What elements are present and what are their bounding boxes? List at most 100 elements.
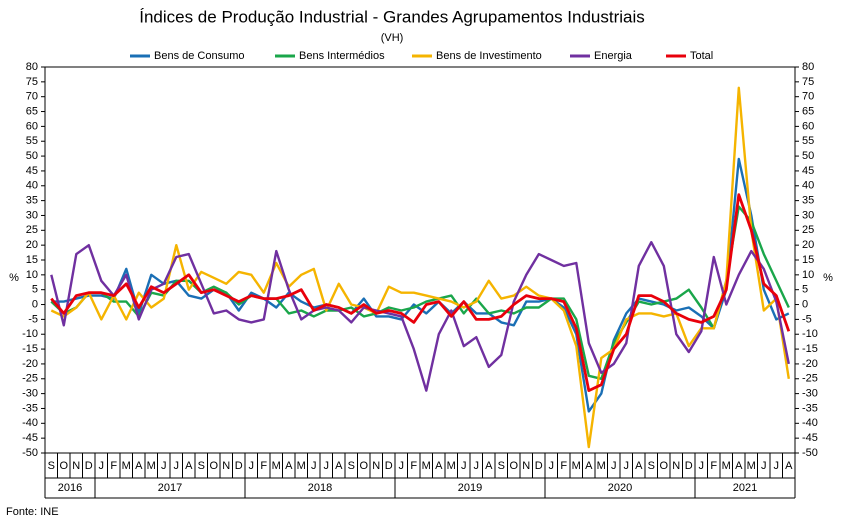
y2-tick-label: -10 bbox=[802, 328, 818, 340]
x-tick-label: M bbox=[422, 460, 431, 472]
legend-label: Bens de Investimento bbox=[436, 50, 542, 62]
x-tick-label: J bbox=[474, 460, 480, 472]
series-line bbox=[50, 205, 790, 380]
y2-tick-label: 30 bbox=[802, 209, 814, 221]
y2-tick-label: -45 bbox=[802, 432, 818, 444]
x-tick-label: D bbox=[85, 460, 93, 472]
x-tick-label: O bbox=[509, 460, 518, 472]
y-tick-label: -30 bbox=[22, 388, 38, 400]
x-tick-label: M bbox=[722, 460, 731, 472]
x-tick-label: J bbox=[399, 460, 405, 472]
year-label: 2018 bbox=[308, 482, 332, 494]
legend-label: Energia bbox=[594, 50, 633, 62]
x-tick-label: M bbox=[122, 460, 131, 472]
y2-axis-label: % bbox=[823, 272, 833, 284]
y-tick-label: -45 bbox=[22, 432, 38, 444]
y2-tick-label: -25 bbox=[802, 373, 818, 385]
x-tick-label: J bbox=[699, 460, 705, 472]
x-tick-label: S bbox=[198, 460, 205, 472]
x-tick-label: J bbox=[249, 460, 255, 472]
x-tick-label: A bbox=[735, 460, 743, 472]
y-tick-label: 40 bbox=[26, 180, 38, 192]
x-tick-label: A bbox=[635, 460, 643, 472]
y-tick-label: -35 bbox=[22, 402, 38, 414]
y2-tick-label: 60 bbox=[802, 120, 814, 132]
y2-tick-label: 45 bbox=[802, 165, 814, 177]
x-tick-label: A bbox=[585, 460, 593, 472]
y2-tick-label: 75 bbox=[802, 76, 814, 88]
x-tick-label: J bbox=[461, 460, 467, 472]
y-tick-label: 0 bbox=[32, 298, 38, 310]
y-tick-label: 15 bbox=[26, 254, 38, 266]
x-tick-label: N bbox=[672, 460, 680, 472]
x-tick-label: J bbox=[774, 460, 780, 472]
x-tick-label: M bbox=[272, 460, 281, 472]
x-tick-label: S bbox=[48, 460, 55, 472]
series-line bbox=[51, 157, 790, 413]
x-tick-label: S bbox=[648, 460, 655, 472]
x-tick-label: A bbox=[135, 460, 143, 472]
y-tick-label: 60 bbox=[26, 120, 38, 132]
legend-label: Bens de Consumo bbox=[154, 50, 245, 62]
y2-tick-label: 5 bbox=[802, 284, 808, 296]
y-tick-label: 45 bbox=[26, 165, 38, 177]
x-tick-label: A bbox=[435, 460, 443, 472]
year-label: 2017 bbox=[158, 482, 182, 494]
y-tick-label: -50 bbox=[22, 447, 38, 459]
x-tick-label: J bbox=[161, 460, 167, 472]
x-tick-label: M bbox=[747, 460, 756, 472]
year-label: 2019 bbox=[458, 482, 482, 494]
y2-tick-label: 65 bbox=[802, 105, 814, 117]
y-tick-label: 75 bbox=[26, 76, 38, 88]
legend-label: Total bbox=[690, 50, 713, 62]
x-tick-label: J bbox=[324, 460, 330, 472]
y-tick-label: 20 bbox=[26, 239, 38, 251]
x-tick-label: A bbox=[335, 460, 343, 472]
x-tick-label: F bbox=[710, 460, 717, 472]
y2-tick-label: -35 bbox=[802, 402, 818, 414]
chart-title: Índices de Produção Industrial - Grandes… bbox=[139, 7, 645, 26]
x-tick-label: M bbox=[597, 460, 606, 472]
x-tick-label: J bbox=[549, 460, 555, 472]
series-line bbox=[50, 86, 790, 449]
year-label: 2020 bbox=[608, 482, 632, 494]
series-line bbox=[50, 193, 791, 392]
y-tick-label: 80 bbox=[26, 61, 38, 73]
y2-tick-label: 50 bbox=[802, 150, 814, 162]
y2-tick-label: -5 bbox=[802, 313, 812, 325]
x-tick-label: N bbox=[72, 460, 80, 472]
x-tick-label: N bbox=[372, 460, 380, 472]
x-tick-label: A bbox=[485, 460, 493, 472]
source-note: Fonte: INE bbox=[6, 506, 59, 518]
y2-tick-label: -30 bbox=[802, 388, 818, 400]
chart-subtitle: (VH) bbox=[381, 32, 404, 44]
y2-tick-label: -40 bbox=[802, 417, 818, 429]
y-tick-label: 65 bbox=[26, 105, 38, 117]
legend-label: Bens Intermédios bbox=[299, 50, 385, 62]
y-tick-label: -25 bbox=[22, 373, 38, 385]
x-tick-label: J bbox=[99, 460, 105, 472]
x-tick-label: D bbox=[535, 460, 543, 472]
x-tick-label: J bbox=[311, 460, 317, 472]
x-tick-label: M bbox=[147, 460, 156, 472]
series-line bbox=[50, 241, 790, 392]
x-tick-label: J bbox=[761, 460, 767, 472]
x-tick-label: O bbox=[59, 460, 68, 472]
x-tick-label: O bbox=[659, 460, 668, 472]
x-tick-label: J bbox=[611, 460, 617, 472]
x-tick-label: M bbox=[447, 460, 456, 472]
y-tick-label: 25 bbox=[26, 224, 38, 236]
x-tick-label: M bbox=[297, 460, 306, 472]
y-tick-label: 55 bbox=[26, 135, 38, 147]
x-tick-label: N bbox=[522, 460, 530, 472]
y2-tick-label: 35 bbox=[802, 195, 814, 207]
x-tick-label: J bbox=[624, 460, 630, 472]
y2-tick-label: -15 bbox=[802, 343, 818, 355]
plot-frame bbox=[44, 66, 796, 454]
x-tick-label: A bbox=[785, 460, 793, 472]
x-tick-label: F bbox=[410, 460, 417, 472]
y2-tick-label: 80 bbox=[802, 61, 814, 73]
y2-tick-label: 70 bbox=[802, 91, 814, 103]
x-tick-label: S bbox=[498, 460, 505, 472]
y-tick-label: -5 bbox=[28, 313, 38, 325]
